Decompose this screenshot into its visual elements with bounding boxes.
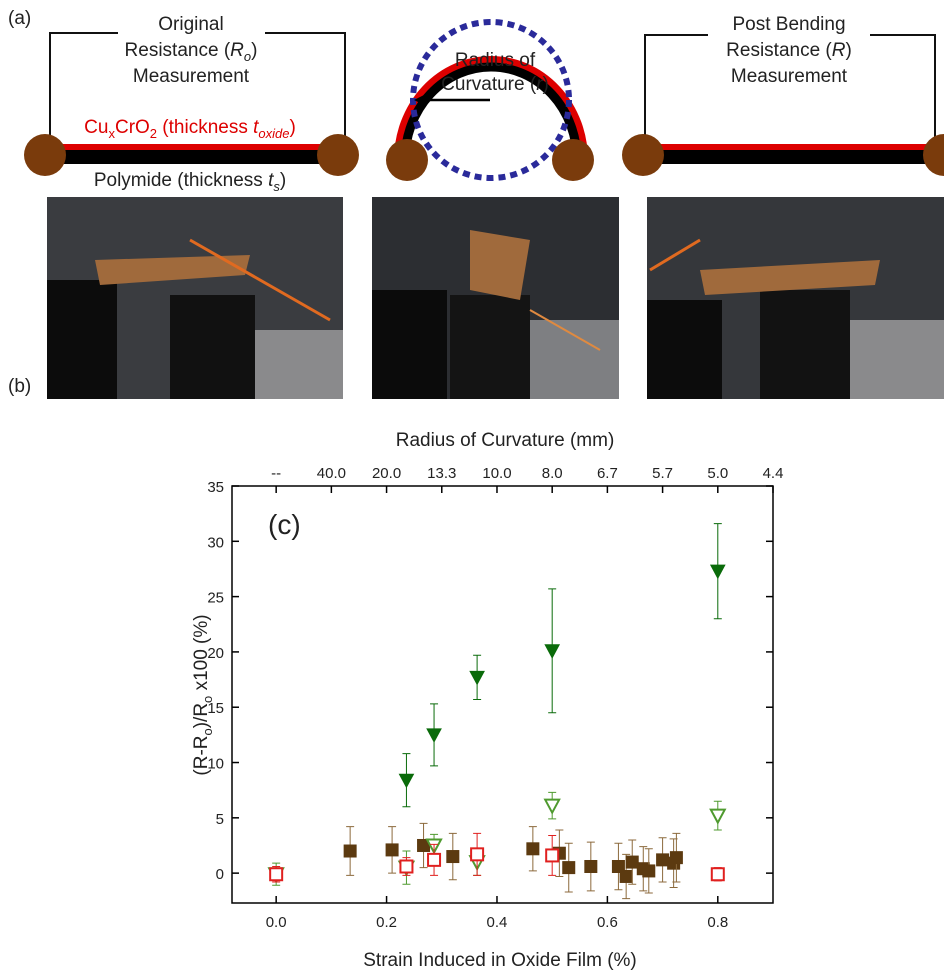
data-point xyxy=(670,852,682,864)
caption: Resistance (R) xyxy=(726,40,852,61)
contact xyxy=(552,139,594,181)
data-point xyxy=(711,565,725,578)
plot-frame xyxy=(232,486,773,903)
data-point xyxy=(545,800,559,813)
y-tick-label: 15 xyxy=(207,700,224,717)
x2-tick-label: 5.7 xyxy=(652,465,673,482)
data-point xyxy=(563,862,575,874)
panel-label: (b) xyxy=(8,376,31,397)
y-tick-label: 5 xyxy=(216,811,224,828)
annotation: (c) xyxy=(268,509,301,540)
data-point xyxy=(471,848,483,860)
caption: Post Bending xyxy=(732,14,845,35)
data-point xyxy=(620,870,632,882)
y-tick-label: 30 xyxy=(207,534,224,551)
x2-tick-label: -- xyxy=(271,465,281,482)
x-tick-label: 0.4 xyxy=(487,914,508,931)
data-point xyxy=(657,854,669,866)
panel-label: (a) xyxy=(8,8,31,29)
contact xyxy=(24,134,66,176)
data-point xyxy=(344,845,356,857)
contact xyxy=(622,134,664,176)
contact xyxy=(923,134,944,176)
x2-tick-label: 4.4 xyxy=(763,465,784,482)
figure: (a) Original Resistance (Ro) Measurement… xyxy=(0,0,944,977)
caption: CuxCrO2 (thickness toxide) xyxy=(84,117,296,141)
caption: Measurement xyxy=(731,66,848,87)
y-tick-label: 35 xyxy=(207,479,224,496)
data-point xyxy=(527,843,539,855)
y-tick-label: 25 xyxy=(207,590,224,607)
x2-tick-label: 5.0 xyxy=(707,465,728,482)
data-point xyxy=(643,865,655,877)
x-tick-label: 0.0 xyxy=(266,914,287,931)
data-point xyxy=(427,729,441,742)
contact xyxy=(317,134,359,176)
x2-tick-label: 8.0 xyxy=(542,465,563,482)
x2-tick-label: 13.3 xyxy=(427,465,456,482)
data-point xyxy=(545,645,559,658)
oxide-layer xyxy=(45,144,340,150)
x2-axis-title: Radius of Curvature (mm) xyxy=(396,430,615,451)
y-tick-label: 0 xyxy=(216,866,224,883)
caption: Curvature (r) xyxy=(441,74,549,95)
x-tick-label: 0.2 xyxy=(376,914,397,931)
x-tick-label: 0.8 xyxy=(707,914,728,931)
data-point xyxy=(711,810,725,823)
data-point xyxy=(447,851,459,863)
chart: Radius of Curvature (mm) Strain Induced … xyxy=(191,430,783,971)
x2-tick-label: 6.7 xyxy=(597,465,618,482)
data-point xyxy=(428,854,440,866)
data-point xyxy=(712,868,724,880)
data-point xyxy=(386,844,398,856)
contact xyxy=(386,139,428,181)
caption: Resistance (Ro) xyxy=(125,40,258,64)
y-axis-title: (R-Ro)/Ro x100 (%) xyxy=(191,614,215,775)
caption: Radius of xyxy=(455,50,536,71)
caption: Measurement xyxy=(133,66,250,87)
x-tick-label: 0.6 xyxy=(597,914,618,931)
x2-tick-label: 20.0 xyxy=(372,465,401,482)
photo xyxy=(647,197,944,399)
oxide-layer xyxy=(643,144,944,150)
photo xyxy=(47,197,343,399)
x-axis-title: Strain Induced in Oxide Film (%) xyxy=(363,950,637,971)
caption: Original xyxy=(158,14,223,35)
data-point xyxy=(470,671,484,684)
data-point xyxy=(400,860,412,872)
y-tick-label: 10 xyxy=(207,756,224,773)
data-point xyxy=(585,860,597,872)
data-point xyxy=(399,774,413,787)
y-tick-label: 20 xyxy=(207,645,224,662)
data-point xyxy=(270,868,282,880)
photo xyxy=(372,197,619,399)
x2-tick-label: 40.0 xyxy=(317,465,346,482)
x2-tick-label: 10.0 xyxy=(482,465,511,482)
data-point xyxy=(626,856,638,868)
data-point xyxy=(546,849,558,861)
caption: Polymide (thickness ts) xyxy=(94,170,286,194)
